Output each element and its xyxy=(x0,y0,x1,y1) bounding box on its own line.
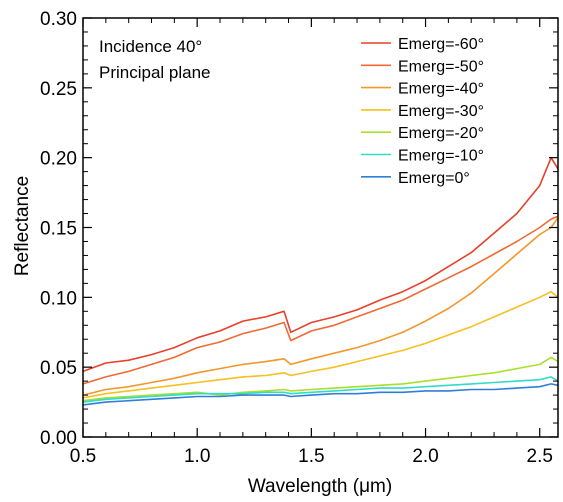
series-layer xyxy=(82,156,559,406)
annotation-text: Principal plane xyxy=(99,63,211,82)
legend-label: Emerg=-50° xyxy=(398,58,484,75)
series-line-2 xyxy=(82,217,559,396)
y-tick-label: 0.10 xyxy=(40,288,77,309)
series-line-3 xyxy=(82,290,559,399)
legend-label: Emerg=-20° xyxy=(398,125,484,142)
y-tick-label: 0.30 xyxy=(40,9,77,30)
annotation-text: Incidence 40° xyxy=(99,37,202,56)
series-line-0 xyxy=(82,156,559,373)
legend-label: Emerg=-10° xyxy=(398,148,484,165)
y-tick-label: 0.25 xyxy=(40,79,77,100)
axes xyxy=(82,17,559,438)
tick-labels: 0.5 1.0 1.5 2.0 2.5 0.00 0.05 0.10 0.15 0.20 0.25 0… xyxy=(40,9,553,467)
y-tick-label: 0.15 xyxy=(40,219,77,240)
x-tick-label: 2.0 xyxy=(412,446,438,467)
series-line-5 xyxy=(82,376,559,403)
x-tick-label: 2.5 xyxy=(527,446,553,467)
legend-label: Emerg=-60° xyxy=(398,36,484,53)
x-tick-label: 1.0 xyxy=(184,446,210,467)
x-tick-label: 1.5 xyxy=(298,446,324,467)
series-line-6 xyxy=(82,383,559,406)
series-line-4 xyxy=(82,356,559,402)
x-tick-label: 0.5 xyxy=(70,446,96,467)
y-axis-label: Reflectance xyxy=(12,176,33,276)
legend-label: Emerg=-30° xyxy=(398,103,484,120)
legend-label: Emerg=-40° xyxy=(398,81,484,98)
legend-label: Emerg=0° xyxy=(398,170,470,187)
series-line-1 xyxy=(82,215,559,385)
y-tick-label: 0.00 xyxy=(40,428,77,449)
y-tick-label: 0.05 xyxy=(40,358,77,379)
legend: Emerg=-60° Emerg=-50° Emerg=-40° Emerg=-30°… xyxy=(361,36,484,187)
y-tick-label: 0.20 xyxy=(40,149,77,170)
annotations: Incidence 40° Principal plane xyxy=(99,37,211,82)
x-axis-label: Wavelength (μm) xyxy=(248,476,392,497)
